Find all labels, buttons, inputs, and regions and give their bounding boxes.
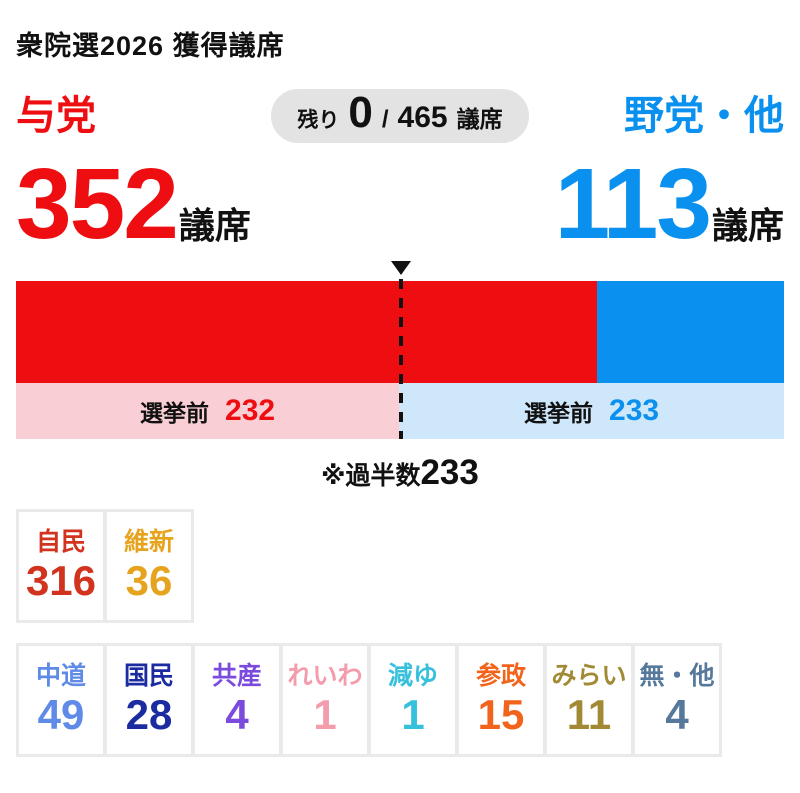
party-name: 無・他 — [639, 662, 715, 690]
party-name: 維新 — [123, 528, 174, 556]
pre-election-label-ruling: 選挙前 — [140, 400, 210, 426]
opposition-seat-total: 113 議席 — [554, 148, 784, 260]
remaining-seats-badge: 残り 0 / 465 議席 — [271, 88, 529, 143]
seat-bar-chart: 選挙前 232 選挙前 233 — [16, 261, 784, 439]
party-cell-mu-hoka: 無・他 4 — [635, 646, 719, 754]
party-cell-reiwa: れいわ 1 — [283, 646, 367, 754]
party-name: 国民 — [123, 662, 174, 690]
bar-segment-ruling — [16, 281, 598, 383]
bar-segment-opposition — [597, 281, 784, 383]
party-cell-jimin: 自民 316 — [19, 512, 103, 620]
party-seats: 15 — [477, 691, 525, 738]
party-seats: 4 — [665, 691, 689, 738]
slash-separator: / — [381, 106, 389, 133]
pre-election-bar: 選挙前 232 選挙前 233 — [16, 383, 784, 439]
party-seats: 4 — [225, 691, 249, 738]
page-title: 衆院選2026 獲得議席 — [16, 31, 285, 61]
party-cell-kyosan: 共産 4 — [195, 646, 279, 754]
party-results: 自民 316 維新 36 中道 49 国民 28 共産 4 れいわ — [16, 493, 784, 757]
seat-totals-row: 352 議席 113 議席 — [16, 148, 784, 260]
party-seats: 11 — [566, 691, 612, 738]
party-name: 減ゆ — [387, 662, 438, 690]
remaining-label: 残り — [297, 109, 340, 132]
pre-election-value-opposition: 233 — [609, 394, 660, 427]
total-seats-value: 465 — [397, 101, 448, 134]
party-cell-sansei: 参政 15 — [459, 646, 543, 754]
party-seats: 36 — [125, 557, 173, 604]
pre-election-value-ruling: 232 — [225, 394, 276, 427]
party-cell-kokumin: 国民 28 — [107, 646, 191, 754]
remaining-value: 0 — [348, 88, 373, 137]
party-name: 共産 — [211, 662, 262, 690]
opposition-seat-number: 113 — [554, 148, 712, 260]
pre-segment-opposition: 選挙前 233 — [399, 383, 784, 439]
party-seats: 28 — [125, 691, 173, 738]
party-cell-ishin: 維新 36 — [107, 512, 191, 620]
ruling-party-label: 与党 — [16, 94, 96, 138]
header-row: 与党 残り 0 / 465 議席 野党・他 — [16, 88, 784, 143]
seats-unit: 議席 — [456, 106, 503, 132]
pre-election-label-opposition: 選挙前 — [524, 400, 594, 426]
party-row-1: 自民 316 維新 36 — [16, 509, 194, 623]
election-results-graphic: 衆院選2026 獲得議席 与党 残り 0 / 465 議席 野党・他 352 議… — [0, 24, 800, 757]
ruling-seat-number: 352 — [16, 148, 179, 260]
party-cell-chudo: 中道 49 — [19, 646, 103, 754]
majority-note-value: 233 — [420, 453, 479, 492]
ruling-seat-total: 352 議席 — [16, 148, 251, 260]
party-name: みらい — [551, 662, 627, 690]
party-row-2: 中道 49 国民 28 共産 4 れいわ 1 減ゆ 1 参政 15 — [16, 643, 722, 757]
party-seats: 316 — [25, 557, 97, 604]
party-seats: 49 — [37, 691, 85, 738]
ruling-seat-unit: 議席 — [178, 205, 251, 246]
opposition-label: 野党・他 — [624, 94, 784, 138]
party-name: 参政 — [475, 662, 526, 690]
pre-segment-ruling: 選挙前 232 — [16, 383, 400, 439]
majority-note: ※過半数233 — [16, 453, 784, 493]
party-seats: 1 — [313, 691, 337, 738]
majority-note-prefix: ※過半数 — [321, 462, 421, 490]
majority-triangle-icon — [390, 261, 411, 275]
opposition-seat-unit: 議席 — [711, 205, 784, 246]
current-seats-bar — [16, 281, 784, 383]
party-cell-genyu: 減ゆ 1 — [371, 646, 455, 754]
party-name: 自民 — [35, 528, 86, 556]
party-seats: 1 — [401, 691, 425, 738]
party-cell-mirai: みらい 11 — [547, 646, 631, 754]
majority-dashed-line — [398, 279, 403, 439]
party-name: れいわ — [287, 662, 363, 690]
party-name: 中道 — [35, 662, 86, 690]
